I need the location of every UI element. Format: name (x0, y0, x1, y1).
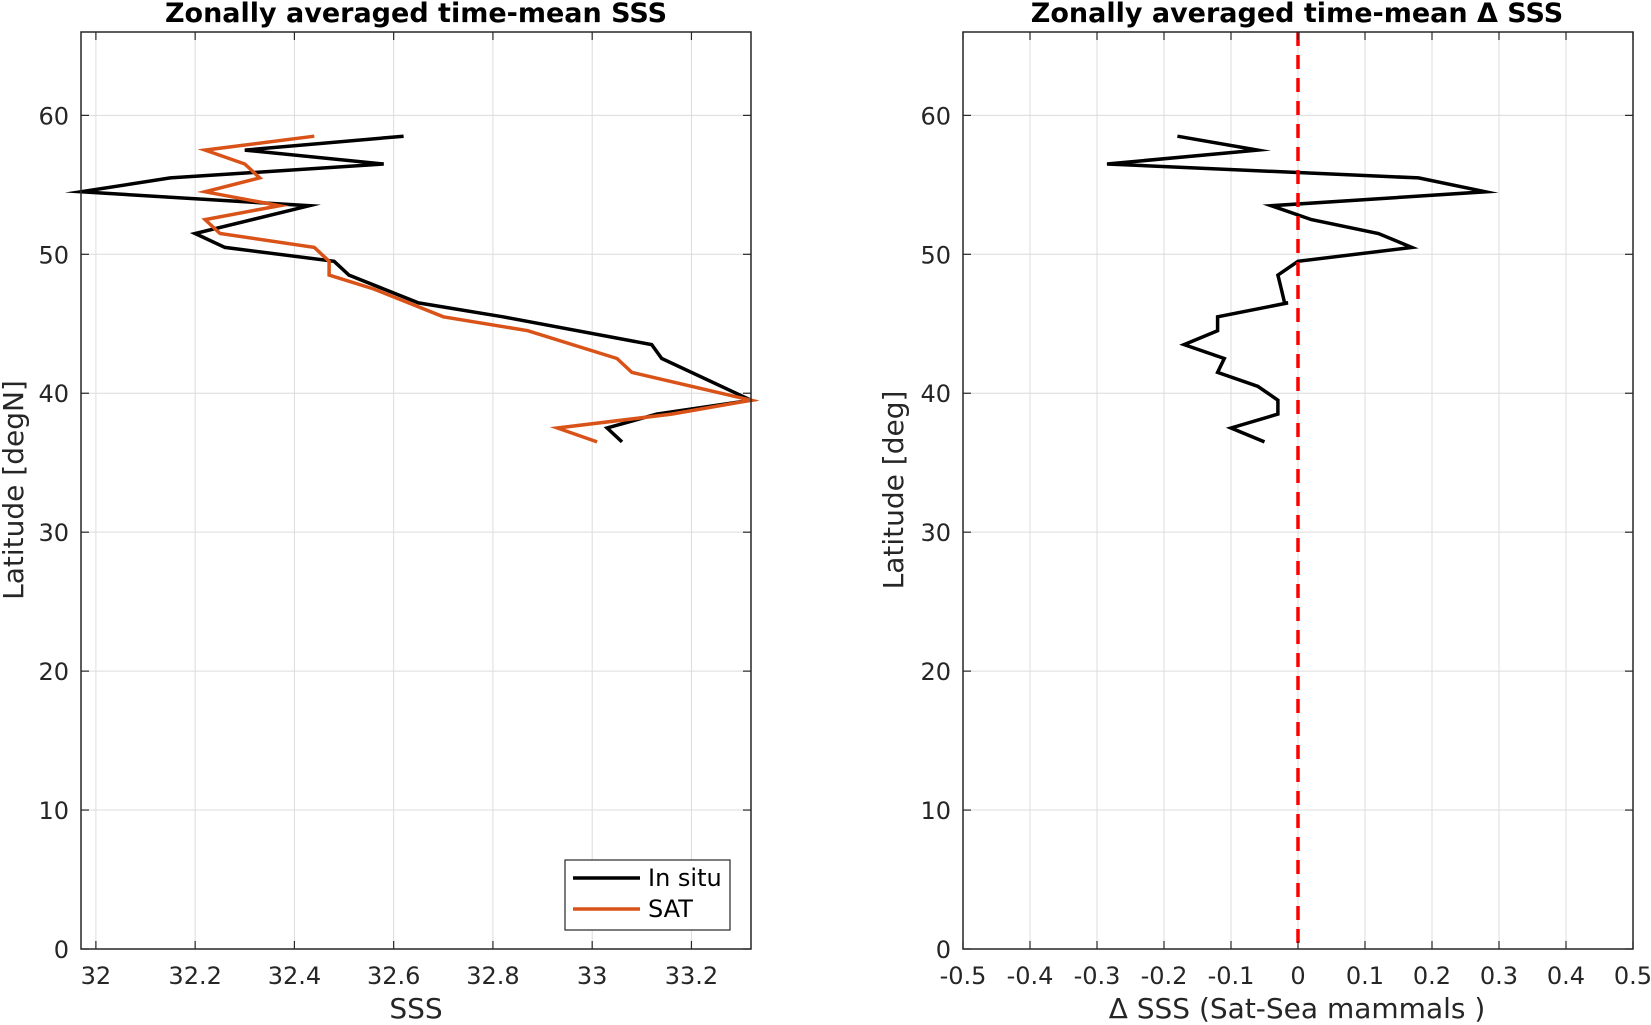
y-tick-label: 60 (38, 102, 69, 130)
y-tick-label: 60 (920, 102, 951, 130)
y-tick-label: 0 (936, 936, 951, 964)
y-tick-label: 20 (920, 658, 951, 686)
delta-series-layer (1106, 32, 1499, 949)
y-tick-label: 10 (920, 797, 951, 825)
series-line-delta-sss (1106, 134, 1499, 444)
sss-y-axis-label: Latitude [degN] (0, 380, 30, 600)
legend-box (564, 859, 731, 931)
sss-x-axis-label: SSS (389, 992, 442, 1025)
x-tick-label: 32 (81, 962, 112, 990)
delta-sss-panel: -0.5 -0.4 -0.3 -0.2 -0.1 0 0.1 0.2 0.3 0.4 0.5 0 10 2… (877, 0, 1651, 1025)
sss-axes-box (80, 31, 752, 950)
sss-legend: In situ SAT (564, 859, 731, 931)
sss-grid (81, 32, 751, 950)
x-tick-label: -0.2 (1141, 962, 1188, 990)
delta-x-axis-label: Δ SSS (Sat-Sea mammals ) (1109, 992, 1486, 1025)
x-tick-label: -0.3 (1074, 962, 1121, 990)
x-tick-label: 0.4 (1547, 962, 1585, 990)
y-tick-label: 10 (38, 797, 69, 825)
x-tick-label: 0.3 (1480, 962, 1518, 990)
y-tick-label: 40 (38, 380, 69, 408)
sss-panel: 32 32.2 32.4 32.6 32.8 33 33.2 0 10 20 30 40 50 60 Zo… (0, 0, 760, 1025)
x-tick-label: 33.2 (665, 962, 718, 990)
y-tick-label: 50 (920, 241, 951, 269)
y-tick-label: 30 (920, 519, 951, 547)
legend-sat-label: SAT (648, 895, 693, 923)
x-tick-label: 32.8 (466, 962, 519, 990)
x-tick-label: 33 (577, 962, 608, 990)
y-tick-label: 40 (920, 380, 951, 408)
delta-y-axis-label: Latitude [deg] (877, 391, 910, 590)
sss-plot-area (81, 32, 751, 949)
y-tick-label: 50 (38, 241, 69, 269)
x-tick-label: 32.4 (268, 962, 321, 990)
x-tick-label: 0 (1290, 962, 1305, 990)
x-tick-label: 0.2 (1413, 962, 1451, 990)
x-tick-label: 0.5 (1614, 962, 1651, 990)
series-line-sat (196, 134, 760, 444)
delta-chart-title: Zonally averaged time-mean Δ SSS (1031, 0, 1563, 29)
x-tick-label: 32.2 (168, 962, 221, 990)
sss-chart-title: Zonally averaged time-mean SSS (165, 0, 667, 29)
y-tick-label: 0 (54, 936, 69, 964)
x-tick-label: 0.1 (1346, 962, 1384, 990)
x-tick-label: 32.6 (367, 962, 420, 990)
delta-ticks: -0.5 -0.4 -0.3 -0.2 -0.1 0 0.1 0.2 0.3 0.4 0.5 0 10 2… (920, 32, 1651, 990)
x-tick-label: -0.4 (1007, 962, 1054, 990)
x-tick-label: -0.1 (1208, 962, 1255, 990)
x-tick-label: -0.5 (940, 962, 987, 990)
sss-ticks: 32 32.2 32.4 32.6 32.8 33 33.2 0 10 20 30 40 50 60 (38, 32, 751, 990)
y-tick-label: 30 (38, 519, 69, 547)
y-tick-label: 20 (38, 658, 69, 686)
legend-in-situ-label: In situ (648, 864, 722, 892)
